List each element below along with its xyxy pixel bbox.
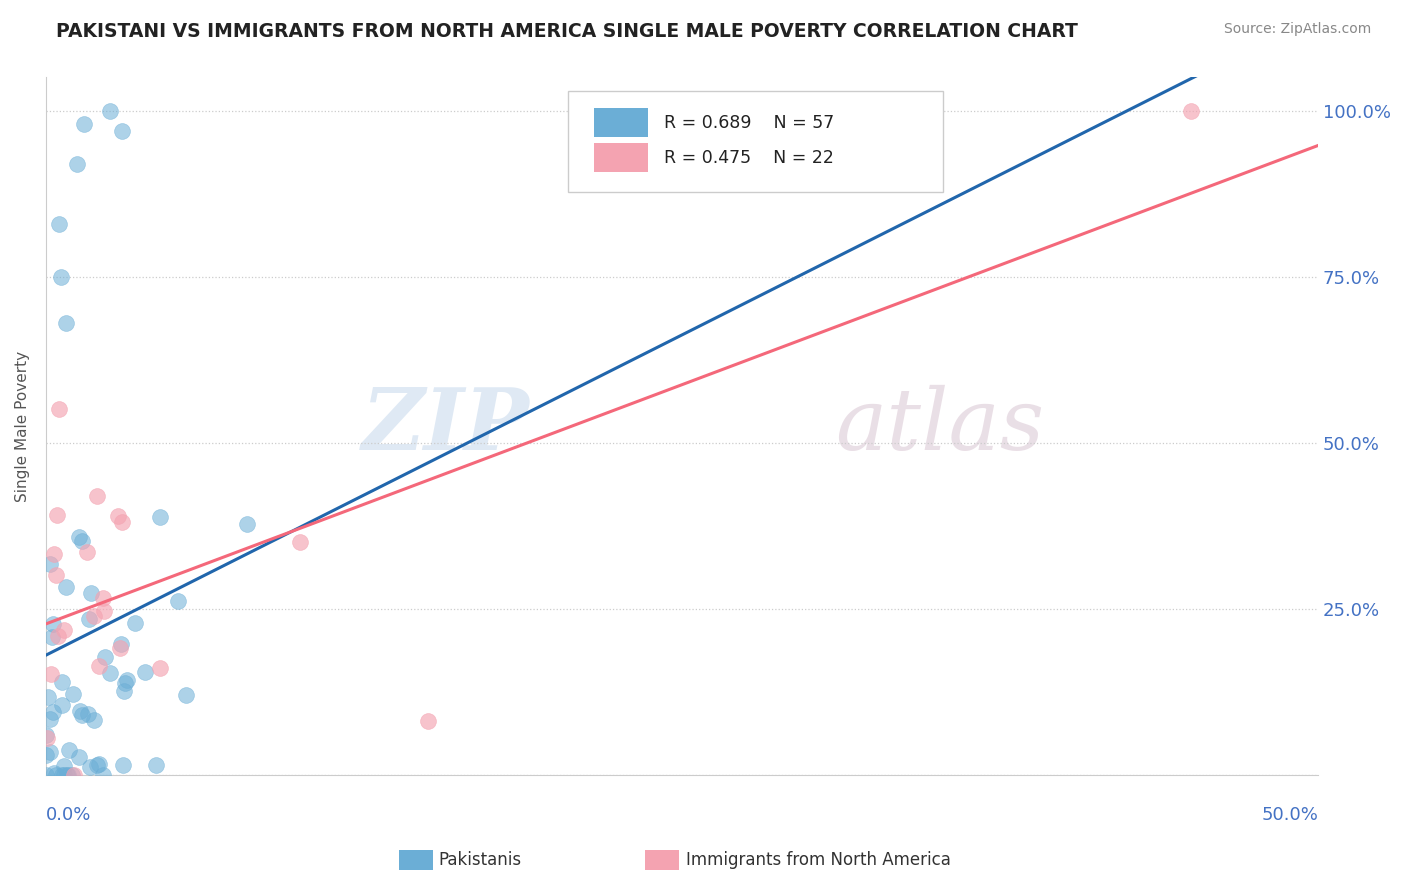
Text: 0.0%: 0.0% [46, 806, 91, 824]
Point [67, 530, 90, 544]
Point [112, 683, 135, 698]
Point [51, 698, 73, 713]
Text: ZIP: ZIP [361, 384, 530, 467]
Point [58, 742, 80, 756]
Point [79, 760, 101, 774]
Point [79, 611, 101, 625]
Point [110, 640, 132, 655]
Point [53, 767, 76, 781]
Point [39, 745, 62, 759]
Point [98, 665, 121, 680]
Point [42, 705, 65, 719]
Point [44, 766, 66, 780]
Point [53, 623, 76, 637]
Text: atlas: atlas [835, 384, 1043, 467]
Point [69, 704, 91, 718]
Text: R = 0.475    N = 22: R = 0.475 N = 22 [664, 149, 834, 167]
Point [35, 767, 58, 781]
Point [149, 661, 172, 675]
Point [176, 688, 198, 702]
Point [52, 758, 75, 772]
Point [55, 580, 77, 594]
Point [134, 665, 156, 679]
Point [77, 706, 100, 721]
Point [72, 708, 94, 723]
Point [111, 516, 134, 530]
Point [70, 534, 93, 549]
Point [39, 712, 62, 726]
Point [39, 557, 62, 571]
Point [45, 567, 67, 582]
Point [83, 713, 105, 727]
Point [416, 714, 439, 729]
Point [86, 757, 108, 772]
Point [145, 758, 167, 772]
Point [46, 630, 69, 644]
Point [290, 535, 312, 549]
Point [37, 731, 59, 745]
Point [51, 675, 73, 690]
Point [62, 687, 84, 701]
Point [35, 728, 58, 742]
Point [1180, 103, 1202, 118]
Point [149, 509, 172, 524]
Point [51, 767, 73, 781]
Point [37, 690, 59, 705]
Y-axis label: Single Male Poverty: Single Male Poverty [15, 351, 30, 501]
Point [55, 316, 77, 330]
Point [67, 749, 90, 764]
Point [236, 517, 259, 532]
Point [48, 217, 70, 231]
Point [98, 103, 121, 118]
Point [42, 616, 65, 631]
Point [35, 747, 58, 762]
Point [48, 402, 70, 417]
Point [51, 269, 73, 284]
Point [93, 767, 115, 781]
Point [56, 767, 79, 781]
Point [80, 586, 103, 600]
Point [93, 603, 115, 617]
Text: Pakistanis: Pakistanis [439, 851, 522, 869]
Point [114, 676, 136, 690]
Point [86, 489, 108, 503]
Point [45, 767, 67, 781]
Point [46, 508, 69, 522]
Text: Source: ZipAtlas.com: Source: ZipAtlas.com [1223, 22, 1371, 37]
Point [41, 630, 63, 644]
FancyBboxPatch shape [595, 143, 648, 172]
Text: 50.0%: 50.0% [1261, 806, 1319, 824]
FancyBboxPatch shape [568, 91, 943, 193]
Point [110, 637, 132, 651]
Point [73, 117, 96, 131]
Point [115, 673, 138, 687]
Point [56, 767, 79, 781]
Point [63, 767, 86, 781]
Text: R = 0.689    N = 57: R = 0.689 N = 57 [664, 114, 835, 132]
Point [60, 767, 83, 781]
FancyBboxPatch shape [595, 108, 648, 137]
Point [44, 547, 66, 561]
Text: Immigrants from North America: Immigrants from North America [686, 851, 950, 869]
Text: PAKISTANI VS IMMIGRANTS FROM NORTH AMERICA SINGLE MALE POVERTY CORRELATION CHART: PAKISTANI VS IMMIGRANTS FROM NORTH AMERI… [56, 22, 1078, 41]
Point [76, 545, 98, 559]
Point [111, 758, 134, 772]
Point [93, 649, 115, 664]
Point [111, 123, 134, 137]
Point [87, 756, 110, 771]
Point [107, 509, 129, 524]
Point [39, 666, 62, 681]
Point [83, 608, 105, 623]
Point [87, 658, 110, 673]
Point [124, 615, 146, 630]
Point [91, 591, 114, 606]
Point [167, 593, 190, 607]
Point [65, 157, 87, 171]
